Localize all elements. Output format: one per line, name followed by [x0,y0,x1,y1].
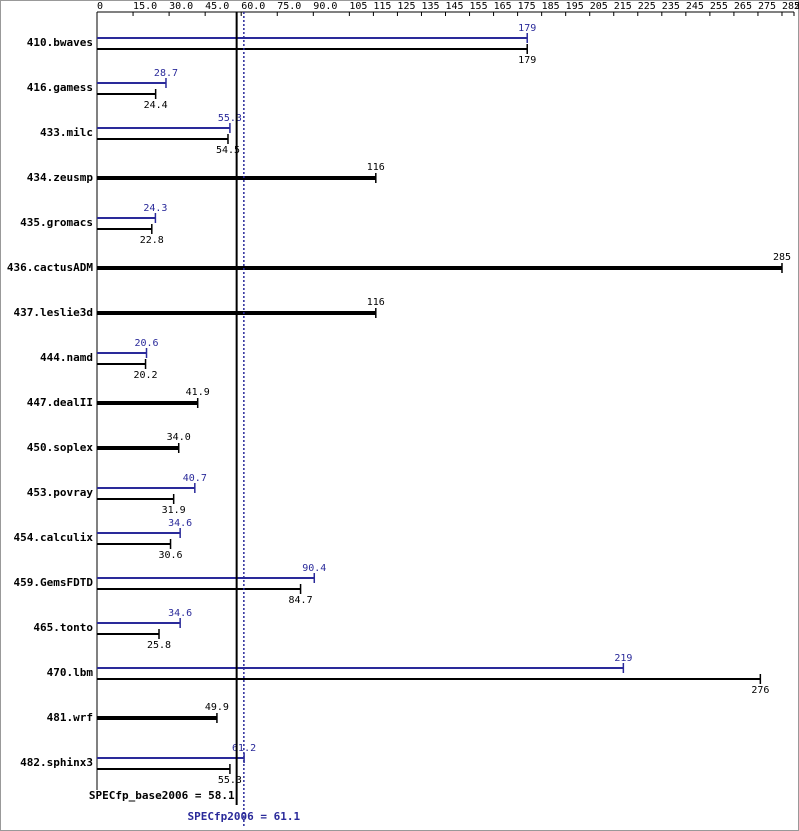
value-label: 179 [518,55,536,66]
value-label: 20.2 [134,370,158,381]
value-label: 276 [751,685,769,696]
value-label: 22.8 [140,235,164,246]
x-tick-label: 175 [518,1,536,12]
value-label: 285 [773,252,791,263]
x-tick-label: 215 [614,1,632,12]
x-tick-label: 285 [782,1,799,12]
category-label: 416.gamess [27,81,93,94]
x-tick-label: 135 [421,1,439,12]
x-tick-label: 235 [662,1,680,12]
value-label: 90.4 [302,563,326,574]
value-label: 41.9 [186,387,210,398]
x-tick-label: 290 [794,1,799,12]
x-tick-label: 145 [446,1,464,12]
x-tick-label: 125 [397,1,415,12]
value-label: 116 [367,162,385,173]
value-label: 116 [367,297,385,308]
x-tick-label: 225 [638,1,656,12]
category-label: 470.lbm [47,666,94,679]
value-label: 34.6 [168,608,192,619]
x-tick-label: 195 [566,1,584,12]
value-label: 54.5 [216,145,240,156]
category-label: 450.soplex [27,441,94,454]
value-label: 219 [614,653,632,664]
category-label: 435.gromacs [20,216,93,229]
category-label: 444.namd [40,351,93,364]
value-label: 84.7 [289,595,313,606]
x-tick-label: 155 [470,1,488,12]
value-label: 34.6 [168,518,192,529]
category-label: 453.povray [27,486,94,499]
value-label: 40.7 [183,473,207,484]
x-tick-label: 90.0 [313,1,337,12]
x-tick-label: 45.0 [205,1,229,12]
x-tick-label: 60.0 [241,1,265,12]
value-label: 34.0 [167,432,191,443]
x-tick-label: 75.0 [277,1,301,12]
category-label: 433.milc [40,126,93,139]
category-label: 437.leslie3d [14,306,93,319]
x-tick-label: 15.0 [133,1,157,12]
reference-label: SPECfp2006 = 61.1 [188,810,301,823]
category-label: 436.cactusADM [7,261,93,274]
category-label: 465.tonto [33,621,93,634]
value-label: 31.9 [162,505,186,516]
category-label: 410.bwaves [27,36,93,49]
value-label: 55.3 [218,775,242,786]
category-label: 447.dealII [27,396,93,409]
category-label: 481.wrf [47,711,93,724]
category-label: 454.calculix [14,531,94,544]
value-label: 179 [518,23,536,34]
x-tick-label: 0 [97,1,103,12]
value-label: 24.4 [144,100,168,111]
category-label: 434.zeusmp [27,171,94,184]
value-label: 28.7 [154,68,178,79]
x-tick-label: 275 [758,1,776,12]
x-tick-label: 265 [734,1,752,12]
x-tick-label: 255 [710,1,728,12]
x-tick-label: 185 [542,1,560,12]
value-label: 24.3 [143,203,167,214]
x-tick-label: 165 [494,1,512,12]
reference-label: SPECfp_base2006 = 58.1 [89,789,235,802]
value-label: 55.3 [218,113,242,124]
x-tick-label: 245 [686,1,704,12]
x-tick-label: 205 [590,1,608,12]
x-tick-label: 105 [349,1,367,12]
category-label: 482.sphinx3 [20,756,93,769]
value-label: 30.6 [158,550,182,561]
x-tick-label: 30.0 [169,1,193,12]
x-tick-label: 115 [373,1,391,12]
category-label: 459.GemsFDTD [14,576,94,589]
value-label: 20.6 [134,338,158,349]
value-label: 25.8 [147,640,171,651]
value-label: 49.9 [205,702,229,713]
